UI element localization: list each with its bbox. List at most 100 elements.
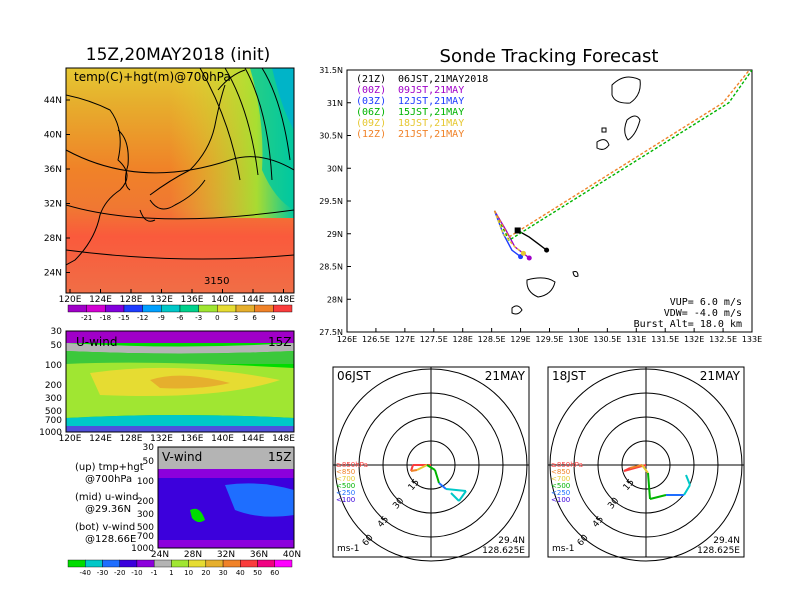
colorbar-swatch — [153, 559, 172, 568]
lat-tick-label: 29N — [327, 230, 343, 239]
level-legend: ≥850hPa — [336, 461, 368, 469]
colorbar-swatch — [105, 304, 125, 313]
pressure-tick-label: 50 — [51, 341, 63, 351]
lon-tick-label: 128E — [120, 295, 143, 305]
pressure-tick-label: 500 — [137, 523, 154, 533]
lon-tick-label: 131E — [626, 335, 646, 344]
pressure-tick-label: 100 — [45, 361, 62, 371]
legend-tag: (09Z) — [356, 118, 386, 129]
lon-tick-label: 132E — [684, 335, 704, 344]
hodograph-18jst: 18JST 21MAY29.4N128.625Ems-115304560≥850h… — [547, 366, 745, 562]
legend-tag: (12Z) — [356, 129, 386, 140]
hodograph-trace — [623, 467, 631, 472]
colorbar-swatch — [85, 559, 103, 568]
level-legend: <100 — [336, 496, 355, 504]
lat-tick-label: 36N — [44, 165, 62, 175]
lat-tick-label: 31N — [327, 99, 343, 108]
lat-tick-label: 32N — [217, 550, 235, 560]
lon-tick-label: 131.5E — [651, 335, 679, 344]
lon-tick-label: 144E — [242, 295, 265, 305]
pressure-tick-label: 30 — [143, 443, 155, 453]
temperature-map: temp(C)+hgt(m)@700hPa 3150 44N 40N 36N 32N 2… — [44, 67, 295, 322]
lat-tick-label: 40N — [283, 550, 301, 560]
colorbar-label: 40 — [236, 569, 245, 577]
lat-tick-label: 28N — [184, 550, 202, 560]
lat-tick-label: 27.5N — [319, 328, 343, 337]
hodograph-trace — [445, 488, 467, 492]
colorbar-label: -30 — [97, 569, 108, 577]
pressure-tick-label: 200 — [137, 497, 154, 507]
landing-point — [520, 250, 526, 256]
hodograph-date: 21MAY — [485, 369, 526, 383]
colorbar-label: 10 — [184, 569, 193, 577]
vup-text: VUP= 6.0 m/s — [670, 297, 742, 308]
landing-point — [544, 247, 550, 253]
colorbar-swatch — [67, 304, 87, 313]
temp-map-label: temp(C)+hgt(m)@700hPa — [74, 70, 231, 84]
colorbar-label: -18 — [100, 314, 111, 322]
hodograph-trace — [438, 482, 447, 490]
hodograph-trace — [647, 472, 651, 500]
colorbar-label: 6 — [252, 314, 257, 322]
landing-point — [518, 254, 524, 260]
lon-tick-label: 120E — [59, 295, 82, 305]
lon-tick-label: 133E — [742, 335, 762, 344]
colorbar-label: 0 — [215, 314, 219, 322]
hodograph-trace — [416, 464, 428, 471]
colorbar-swatch — [136, 559, 155, 568]
hodograph-06jst: 06JST 21MAY29.4N128.625Ems-115304560≥850h… — [332, 366, 530, 562]
lat-tick-label: 30N — [327, 164, 343, 173]
hodograph-trace — [685, 474, 691, 486]
pressure-tick-label: 50 — [143, 457, 155, 467]
hodograph-lat: 29.4N — [713, 536, 740, 546]
right-title: Sonde Tracking Forecast — [440, 46, 659, 67]
u-wind-time: 15Z — [268, 335, 292, 349]
level-legend: <850 — [336, 468, 355, 476]
lat-tick-label: 36N — [250, 550, 268, 560]
legend-tag: (21Z) — [356, 74, 386, 85]
hodograph-lon: 128.625E — [697, 546, 740, 556]
lon-tick-label: 129E — [510, 335, 530, 344]
legend-label: 06JST,21MAY2018 — [398, 74, 488, 85]
legend-label: 21JST,21MAY — [398, 129, 464, 140]
pressure-tick-label: 200 — [45, 381, 62, 391]
landing-point — [526, 255, 532, 261]
colorbar-label: 30 — [219, 569, 228, 577]
lon-tick-label: 136E — [181, 295, 204, 305]
hodograph-trace — [450, 492, 460, 502]
legend-tag: (06Z) — [356, 107, 386, 118]
v-wind-label: V-wind — [162, 450, 202, 464]
lon-tick-label: 136E — [181, 434, 204, 444]
lon-tick-label: 120E — [59, 434, 82, 444]
colorbar-label: -20 — [114, 569, 125, 577]
level-legend: <250 — [336, 489, 355, 497]
lon-tick-label: 132E — [150, 295, 173, 305]
legend-up-1: (up) tmp+hgt — [75, 462, 144, 473]
level-legend: <700 — [551, 475, 570, 483]
lon-tick-label: 132E — [150, 434, 173, 444]
colorbar-label: -40 — [80, 569, 91, 577]
colorbar-swatch — [273, 304, 293, 313]
legend-up-2: @700hPa — [85, 474, 132, 485]
lat-tick-label: 29.5N — [319, 197, 343, 206]
lat-tick-label: 40N — [44, 131, 62, 141]
pressure-tick-label: 1000 — [39, 428, 62, 438]
colorbar-label: -21 — [81, 314, 92, 322]
track-line-0 — [517, 229, 548, 251]
colorbar-swatch — [142, 304, 162, 313]
lat-tick-label: 28N — [327, 295, 343, 304]
left-title: 15Z,20MAY2018 (init) — [86, 45, 271, 65]
v-wind-time: 15Z — [268, 450, 292, 464]
level-legend: ≥850hPa — [551, 461, 583, 469]
colorbar-swatch — [198, 304, 218, 313]
level-legend: <850 — [551, 468, 570, 476]
hodograph-lat: 29.4N — [498, 536, 525, 546]
vdw-text: VDW= -4.0 m/s — [664, 308, 742, 319]
colorbar-swatch — [240, 559, 258, 568]
colorbar-label: 9 — [271, 314, 275, 322]
level-legend: <700 — [336, 475, 355, 483]
colorbar-label: 3 — [234, 314, 238, 322]
colorbar-swatch — [257, 559, 275, 568]
legend-mid-2: @29.36N — [85, 504, 131, 515]
